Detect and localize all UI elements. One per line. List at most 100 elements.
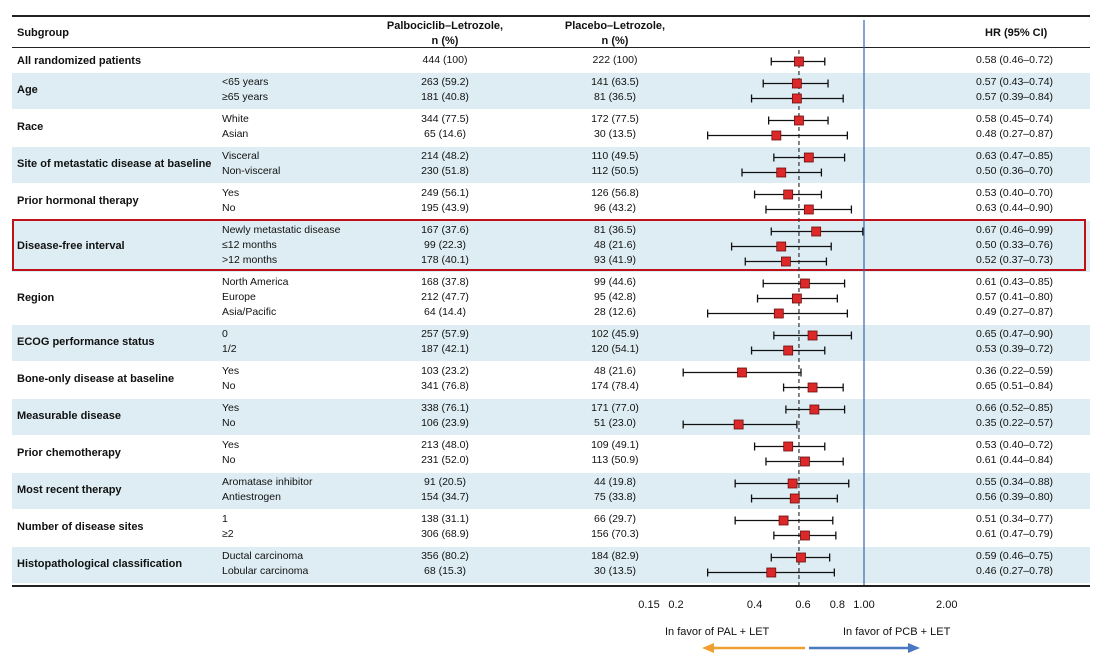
hr-ci-value: 0.53 (0.39–0.72)	[976, 343, 1054, 355]
palbociclib-count: 231 (52.0)	[421, 454, 469, 466]
subcategory-label: Yes	[222, 365, 240, 377]
palbociclib-count: 341 (76.8)	[421, 380, 469, 392]
hr-ci-value: 0.66 (0.52–0.85)	[976, 402, 1054, 414]
hr-marker	[773, 308, 784, 319]
palbociclib-header-line2: n (%)	[431, 35, 459, 47]
subgroup-label: All randomized patients	[17, 54, 142, 67]
subgroup-label: Site of metastatic disease at baseline	[17, 158, 212, 170]
subgroup-label: Prior hormonal therapy	[17, 195, 139, 207]
subcategory-label: Aromatase inhibitor	[222, 476, 313, 488]
palbociclib-count: 167 (37.6)	[421, 224, 469, 236]
subcategory-label: <65 years	[222, 76, 269, 88]
hr-ci-value: 0.61 (0.44–0.84)	[976, 454, 1054, 466]
hr-ci-value: 0.59 (0.46–0.75)	[976, 550, 1054, 562]
placebo-count: 30 (13.5)	[593, 128, 637, 140]
placebo-count: 120 (54.1)	[591, 343, 639, 355]
x-tick-label: 0.8	[829, 599, 845, 611]
row-band	[12, 147, 1090, 183]
placebo-count: 93 (41.9)	[593, 254, 637, 266]
hr-marker	[781, 256, 791, 267]
placebo-count: 75 (33.8)	[593, 491, 637, 503]
placebo-count: 174 (78.4)	[591, 380, 639, 392]
palbociclib-count: 249 (56.1)	[421, 187, 469, 199]
hr-ci-value: 0.57 (0.39–0.84)	[976, 91, 1054, 103]
row-band	[12, 547, 1090, 583]
top-rule	[12, 15, 1090, 17]
subcategory-label: Antiestrogen	[222, 491, 281, 503]
hr-marker	[800, 530, 810, 541]
placebo-header-line1: Placebo–Letrozole,	[564, 20, 666, 32]
hr-marker	[794, 56, 804, 67]
hr-marker	[771, 130, 782, 141]
subgroup-label: Region	[17, 291, 55, 304]
palbociclib-count: 187 (42.1)	[421, 343, 469, 355]
hr-marker	[807, 382, 818, 393]
hr-ci-value: 0.65 (0.51–0.84)	[976, 380, 1054, 392]
subgroup-label: Bone-only disease at baseline	[17, 373, 175, 385]
subcategory-label: ≤12 months	[222, 239, 277, 251]
hr-ci-value: 0.58 (0.46–0.72)	[976, 54, 1054, 66]
palbociclib-count: 344 (77.5)	[421, 113, 469, 125]
palbociclib-count: 257 (57.9)	[421, 328, 469, 340]
hr-marker	[803, 204, 814, 215]
placebo-count: 110 (49.5)	[591, 150, 639, 162]
placebo-count: 51 (23.0)	[593, 417, 637, 429]
hr-marker	[811, 226, 822, 237]
placebo-count: 30 (13.5)	[593, 565, 637, 577]
subcategory-label: Yes	[222, 439, 240, 451]
subgroup-label: Most recent therapy	[17, 484, 122, 496]
palbociclib-count: 64 (14.4)	[423, 306, 467, 318]
subgroup-label: Number of disease sites	[17, 521, 144, 533]
subgroup-header: Subgroup	[17, 27, 69, 39]
hr-ci-value: 0.61 (0.47–0.79)	[976, 528, 1054, 540]
subcategory-label: No	[222, 454, 236, 466]
subcategory-label: No	[222, 202, 236, 214]
hr-ci-value: 0.58 (0.45–0.74)	[976, 113, 1054, 125]
row-band	[12, 399, 1090, 435]
subgroup-label: Measurable disease	[17, 410, 121, 422]
hr-marker	[783, 345, 794, 356]
subcategory-label: Asian	[222, 128, 249, 140]
palbociclib-count: 356 (80.2)	[421, 550, 469, 562]
favor-right-arrow-head	[908, 643, 920, 653]
palbociclib-count: 306 (68.9)	[421, 528, 469, 540]
x-tick-label: 0.2	[668, 599, 684, 611]
hr-marker	[791, 78, 802, 89]
x-tick-label: 0.4	[746, 599, 763, 611]
palbociclib-count: 138 (31.1)	[421, 513, 469, 525]
hr-marker	[800, 456, 810, 467]
palbociclib-count: 68 (15.3)	[423, 565, 467, 577]
row-band	[12, 73, 1090, 109]
palbociclib-count: 65 (14.6)	[423, 128, 467, 140]
row-band	[12, 325, 1090, 361]
palbociclib-count: 212 (47.7)	[421, 291, 469, 303]
subgroup-label: Histopathological classification	[17, 558, 183, 570]
hr-header: HR (95% CI)	[985, 27, 1048, 39]
hr-ci-value: 0.55 (0.34–0.88)	[976, 476, 1054, 488]
placebo-count: 113 (50.9)	[591, 454, 639, 466]
subcategory-label: Europe	[222, 291, 256, 303]
hr-marker	[783, 441, 794, 452]
hr-marker	[766, 567, 777, 578]
placebo-count: 156 (70.3)	[591, 528, 639, 540]
x-tick-label: 2.00	[936, 599, 958, 611]
placebo-count: 81 (36.5)	[593, 91, 637, 103]
hr-marker	[796, 552, 806, 563]
favor-placebo-label: In favor of PCB + LET	[843, 626, 951, 638]
subcategory-label: No	[222, 380, 236, 392]
favor-palbociclib-label: In favor of PAL + LET	[665, 626, 770, 638]
subcategory-label: Ductal carcinoma	[222, 550, 304, 562]
subcategory-label: >12 months	[222, 254, 278, 266]
placebo-count: 102 (45.9)	[591, 328, 639, 340]
x-tick-label: 1.00	[853, 599, 875, 611]
hr-marker	[737, 367, 747, 378]
favor-left-arrow-head	[702, 643, 714, 653]
hr-ci-value: 0.67 (0.46–0.99)	[976, 224, 1054, 236]
hr-marker	[733, 419, 744, 430]
placebo-count: 81 (36.5)	[593, 224, 637, 236]
subcategory-label: Yes	[222, 187, 240, 199]
subcategory-label: Yes	[222, 402, 240, 414]
bottom-rule	[12, 585, 1090, 587]
subcategory-label: 1/2	[222, 343, 237, 355]
